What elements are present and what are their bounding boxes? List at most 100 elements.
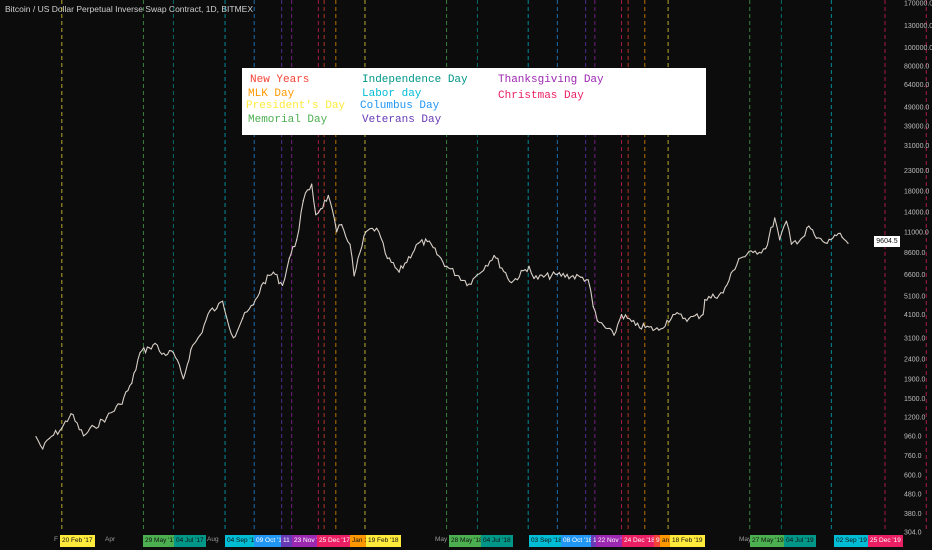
y-tick-label: 100000.0 — [904, 45, 932, 52]
price-segment — [635, 322, 660, 332]
price-segment — [327, 195, 338, 232]
price-segment — [387, 257, 400, 273]
legend-item: Memorial Day — [248, 114, 328, 126]
price-segment — [154, 342, 163, 355]
price-segment — [70, 413, 85, 436]
price-segment — [48, 428, 63, 439]
price-segment — [281, 258, 290, 286]
price-segment — [120, 382, 133, 405]
legend-item: Christmas Day — [498, 90, 584, 102]
legend-item: MLK Day — [248, 88, 295, 100]
holiday-lines — [61, 0, 927, 532]
holiday-date-badge: 25 Dec '17 — [317, 535, 352, 547]
y-tick-label: 1900.0 — [904, 376, 926, 383]
price-segment — [688, 312, 704, 320]
legend-item: Veterans Day — [362, 114, 442, 126]
price-segment — [621, 313, 637, 326]
holiday-date-badge: 18 Feb '19 — [670, 535, 705, 547]
y-tick-label: 64000.0 — [904, 82, 929, 89]
price-segment — [252, 282, 264, 305]
y-tick-label: 1500.0 — [904, 396, 926, 403]
holiday-date-badge: 22 Nov '1 — [596, 535, 628, 547]
price-segment — [704, 291, 724, 301]
price-segment — [511, 266, 530, 284]
price-segment — [580, 276, 589, 283]
price-segment — [83, 424, 95, 437]
y-tick-label: 23000.0 — [904, 168, 929, 175]
price-segment — [556, 271, 581, 281]
y-tick-label: 11000.0 — [904, 229, 929, 236]
price-segment — [468, 274, 478, 286]
price-segment — [613, 314, 623, 336]
y-tick-label: 3100.0 — [904, 335, 926, 342]
price-segment — [826, 234, 836, 244]
price-segment — [341, 224, 351, 245]
price-segment — [353, 231, 367, 277]
price-segment — [199, 310, 211, 336]
price-segment — [841, 237, 849, 244]
y-tick-label: 760.0 — [904, 453, 922, 460]
price-segment — [233, 318, 244, 339]
price-segment — [673, 311, 690, 323]
price-segment — [288, 239, 298, 259]
price-segment — [376, 227, 389, 259]
holiday-date-badge: 9 — [654, 535, 662, 547]
holiday-date-badge: 29 May '17 — [143, 535, 179, 547]
y-tick-label: 1200.0 — [904, 415, 926, 422]
holiday-legend: New Years MLK Day President's Day Memorial … — [242, 68, 706, 135]
holiday-date-badge: 04 Jul '18 — [481, 535, 513, 547]
y-tick-label: 49000.0 — [904, 105, 929, 112]
holiday-date-badge: 04 Jul '19 — [784, 535, 816, 547]
holiday-date-badge: 20 Feb '17 — [60, 535, 95, 547]
price-point — [847, 242, 849, 244]
y-tick-label: 304.0 — [904, 530, 922, 537]
price-segment — [477, 255, 495, 276]
price-segment — [790, 235, 806, 245]
holiday-date-badge: 11 — [281, 535, 292, 547]
holiday-date-badge: 23 Nov '1 — [292, 535, 324, 547]
price-segment — [139, 346, 150, 355]
holiday-date-badge: 02 Sep '19 — [834, 535, 869, 547]
holiday-date-badge: 28 May '18 — [449, 535, 485, 547]
y-tick-label: 480.0 — [904, 491, 922, 498]
time-axis-label: Aug — [207, 536, 219, 543]
price-segment — [190, 334, 201, 350]
price-segment — [216, 300, 223, 309]
price-segment — [702, 299, 706, 315]
price-segment — [816, 237, 828, 244]
price-segment — [752, 248, 766, 256]
holiday-date-badge: 24 Dec '18 — [622, 535, 657, 547]
price-segment — [774, 217, 781, 241]
chart-title: Bitcoin / US Dollar Perpetual Inverse Sw… — [5, 4, 254, 14]
price-segment — [106, 403, 121, 418]
y-tick-label: 960.0 — [904, 433, 922, 440]
price-segment — [172, 352, 184, 379]
price-segment — [658, 314, 674, 331]
price-axis[interactable]: 170000.0 130000.0 100000.0 80000.0 64000.0 49… — [904, 1, 932, 537]
holiday-date-badge: 09 Oct '17 — [254, 535, 288, 547]
y-tick-label: 4100.0 — [904, 312, 926, 319]
holiday-date-badge: 04 Jul '17 — [174, 535, 206, 547]
y-tick-label: 80000.0 — [904, 64, 929, 71]
holiday-date-badge: 27 May '19 — [750, 535, 786, 547]
price-segment — [446, 265, 470, 287]
price-segment — [349, 244, 355, 276]
y-tick-label: 170000.0 — [904, 1, 932, 8]
time-axis-label: F — [54, 536, 58, 543]
time-axis-label: Apr — [105, 536, 116, 543]
last-price-label: 9604.5 — [874, 236, 900, 247]
y-tick-label: 380.0 — [904, 511, 922, 518]
y-tick-label: 5100.0 — [904, 294, 926, 301]
y-tick-label: 18000.0 — [904, 188, 929, 195]
price-segment — [311, 184, 317, 215]
price-segment — [528, 266, 535, 279]
price-segment — [182, 349, 192, 379]
holiday-date-badge: 03 Sep '18 — [529, 535, 564, 547]
price-series — [35, 183, 849, 450]
price-segment — [834, 232, 843, 238]
price-segment — [272, 271, 283, 286]
price-segment — [302, 183, 313, 201]
y-tick-label: 14000.0 — [904, 209, 929, 216]
holiday-date-badge: 25 Dec '19 — [868, 535, 903, 547]
